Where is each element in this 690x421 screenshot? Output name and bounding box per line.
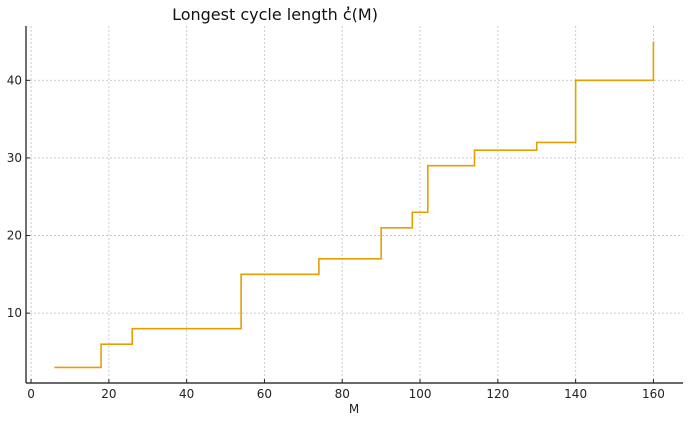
x-tick-label: 160 (642, 387, 665, 401)
x-axis-label: M (349, 402, 359, 416)
y-tick-label: 30 (7, 151, 22, 165)
x-tick-label: 120 (486, 387, 509, 401)
x-tick-label: 20 (101, 387, 116, 401)
chart-title: Longest cycle length c̓(M) (172, 5, 378, 24)
series (54, 41, 655, 369)
grid (26, 26, 683, 383)
step-line (54, 41, 655, 369)
x-tick-label: 140 (564, 387, 587, 401)
x-tick-label: 60 (257, 387, 272, 401)
ticks: 0 20 40 60 80 100 120 140 160 10 20 30 40 (7, 73, 665, 401)
y-tick-label: 20 (7, 229, 22, 243)
x-tick-label: 80 (335, 387, 350, 401)
x-tick-label: 100 (409, 387, 432, 401)
y-tick-label: 40 (7, 73, 22, 87)
axes (25, 26, 683, 384)
x-tick-label: 40 (179, 387, 194, 401)
y-tick-label: 10 (7, 306, 22, 320)
x-tick-label: 0 (27, 387, 35, 401)
